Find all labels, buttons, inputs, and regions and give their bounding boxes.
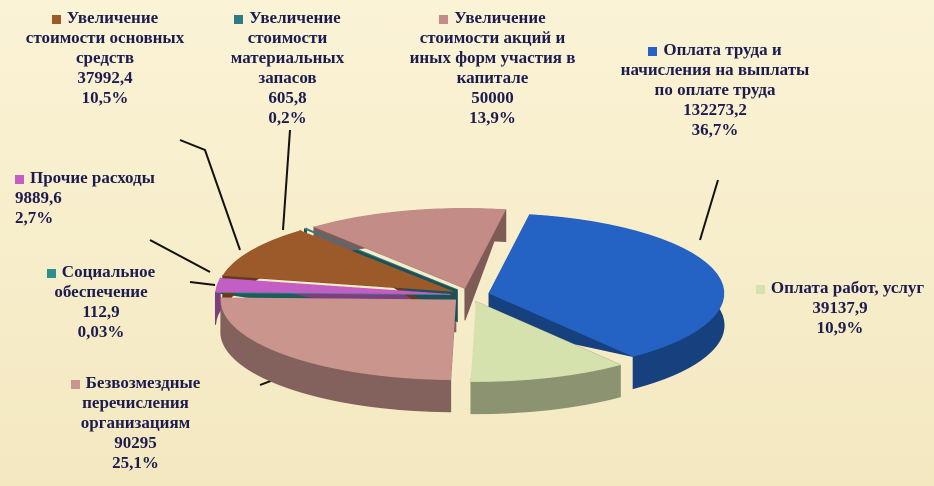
- percent-label-text: 2,7%: [15, 208, 54, 227]
- value-label-text: 112,9: [82, 302, 120, 321]
- percent-label: 2,7%: [15, 208, 155, 228]
- slice: [222, 230, 454, 292]
- category-label: Оплата работ, услуг: [748, 278, 932, 298]
- slice-side: [220, 297, 451, 412]
- category-label: Социальное обеспечение: [12, 262, 190, 302]
- value-label: 605,8: [200, 88, 375, 108]
- category-label: Увеличение стоимости основных средств: [20, 8, 190, 68]
- percent-label-text: 13,9%: [469, 108, 516, 127]
- percent-label-text: 25,1%: [112, 453, 159, 472]
- category-label-text: Оплата труда и начисления на выплаты по …: [620, 40, 810, 99]
- category-label: Оплата труда и начисления на выплаты по …: [615, 40, 815, 100]
- value-label-text: 90295: [114, 433, 157, 452]
- legend-marker: [46, 268, 56, 278]
- slice-label: Безвозмездные перечисления организациям 9…: [28, 373, 243, 473]
- slice: [303, 228, 458, 290]
- value-label: 37992,4: [20, 68, 190, 88]
- category-label-text: Увеличение стоимости основных средств: [25, 8, 185, 67]
- slice-label: Прочие расходы 9889,6 2,7%: [15, 168, 155, 228]
- slice: [470, 301, 622, 382]
- legend-marker: [70, 379, 80, 389]
- category-label-text: Увеличение стоимости акций и иных форм у…: [409, 8, 576, 87]
- value-label: 90295: [28, 433, 243, 453]
- percent-label: 25,1%: [28, 453, 243, 473]
- leader-line: [149, 239, 211, 273]
- slice-label: Увеличение стоимости материальных запасо…: [200, 8, 375, 128]
- value-label-text: 50000: [471, 88, 514, 107]
- percent-label: 10,5%: [20, 88, 190, 108]
- percent-label: 36,7%: [615, 120, 815, 140]
- category-label: Увеличение стоимости материальных запасо…: [200, 8, 375, 88]
- slice: [215, 292, 451, 296]
- slice-label: Оплата труда и начисления на выплаты по …: [615, 40, 815, 140]
- percent-label: 10,9%: [748, 318, 932, 338]
- value-label-text: 37992,4: [77, 68, 133, 87]
- slice: [220, 297, 457, 381]
- percent-label-text: 0,2%: [268, 108, 307, 127]
- category-label-text: Оплата работ, услуг: [770, 278, 925, 297]
- value-label-text: 39137,9: [812, 298, 868, 317]
- percent-label: 0,03%: [12, 322, 190, 342]
- percent-label-text: 36,7%: [691, 120, 739, 139]
- percent-label-text: 10,5%: [81, 88, 129, 107]
- leader-line: [699, 179, 719, 241]
- value-label-text: 132273,2: [683, 100, 747, 119]
- category-label-text: Прочие расходы: [30, 168, 155, 187]
- slice-label: Социальное обеспечение 112,9 0,03%: [12, 262, 190, 342]
- value-label: 112,9: [12, 302, 190, 322]
- value-label: 39137,9: [748, 298, 932, 318]
- slice: [313, 208, 507, 289]
- legend-marker: [755, 284, 765, 294]
- slice-label: Оплата работ, услуг 39137,9 10,9%: [748, 278, 932, 338]
- leader-line: [179, 139, 241, 251]
- slice: [488, 214, 725, 357]
- legend-marker: [51, 14, 61, 24]
- leader-line: [189, 281, 216, 286]
- value-label: 50000: [400, 88, 585, 108]
- legend-marker: [648, 46, 658, 56]
- percent-label-text: 0,03%: [77, 322, 125, 341]
- category-label-text: Социальное обеспечение: [54, 262, 156, 301]
- slice-label: Увеличение стоимости основных средств 379…: [20, 8, 190, 108]
- category-label-text: Увеличение стоимости материальных запасо…: [230, 8, 345, 87]
- legend-marker: [439, 14, 449, 24]
- slice-label: Увеличение стоимости акций и иных форм у…: [400, 8, 585, 128]
- percent-label: 0,2%: [200, 108, 375, 128]
- leader-line: [282, 129, 291, 231]
- value-label-text: 9889,6: [15, 188, 62, 207]
- value-label: 132273,2: [615, 100, 815, 120]
- category-label: Безвозмездные перечисления организациям: [28, 373, 243, 433]
- percent-label-text: 10,9%: [816, 318, 864, 337]
- percent-label: 13,9%: [400, 108, 585, 128]
- category-label-text: Безвозмездные перечисления организациям: [80, 373, 201, 432]
- category-label: Увеличение стоимости акций и иных форм у…: [400, 8, 585, 88]
- value-label-text: 605,8: [268, 88, 307, 107]
- slice: [215, 278, 451, 295]
- value-label: 9889,6: [15, 188, 155, 208]
- legend-marker: [234, 14, 244, 24]
- legend-marker: [15, 174, 24, 184]
- category-label: Прочие расходы: [15, 168, 155, 188]
- slice-side: [470, 364, 621, 414]
